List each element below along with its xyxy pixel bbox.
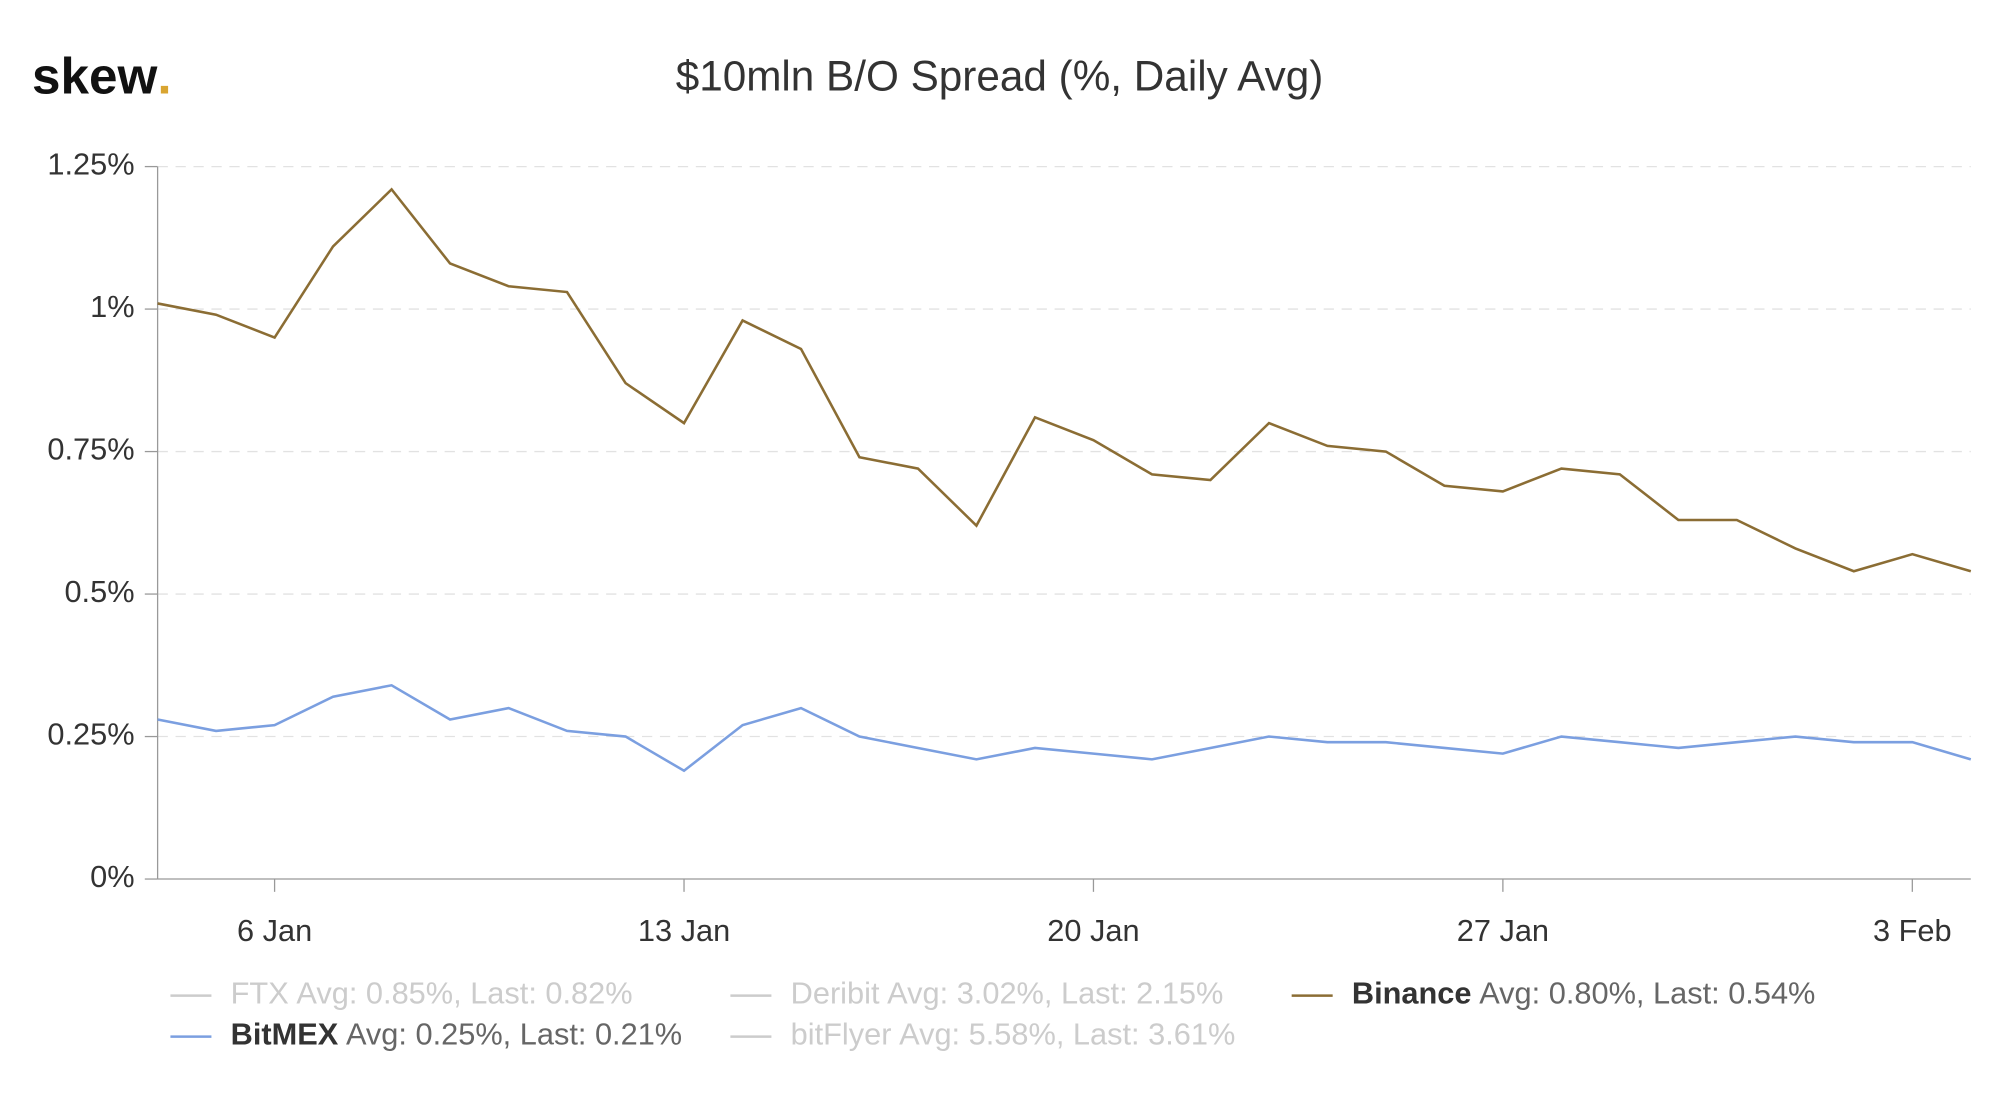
logo: skew. <box>32 47 172 104</box>
legend-summary: Avg: 3.02%, Last: 2.15% <box>887 976 1223 1011</box>
logo-text: skew <box>32 47 158 104</box>
legend-item[interactable]: Binance Avg: 0.80%, Last: 0.54% <box>1352 976 1816 1011</box>
logo-dot: . <box>157 47 171 104</box>
x-tick-label: 20 Jan <box>1047 913 1139 948</box>
legend-item[interactable]: Deribit Avg: 3.02%, Last: 2.15% <box>791 976 1224 1011</box>
legend-summary: Avg: 0.80%, Last: 0.54% <box>1479 976 1815 1011</box>
y-tick-label: 0.25% <box>47 717 134 752</box>
x-tick-label: 3 Feb <box>1873 913 1952 948</box>
legend-name: bitFlyer <box>791 1017 892 1052</box>
legend-name: Binance <box>1352 976 1472 1011</box>
legend-summary: Avg: 5.58%, Last: 3.61% <box>899 1017 1235 1052</box>
legend-item[interactable]: bitFlyer Avg: 5.58%, Last: 3.61% <box>791 1017 1236 1052</box>
y-tick-label: 0% <box>90 859 134 894</box>
y-tick-label: 1.25% <box>47 147 134 182</box>
y-tick-label: 1% <box>90 289 134 324</box>
x-tick-label: 27 Jan <box>1457 913 1549 948</box>
series-line <box>157 683 1972 773</box>
chart-title: $10mln B/O Spread (%, Daily Avg) <box>676 53 1324 100</box>
x-tick-label: 13 Jan <box>638 913 730 948</box>
x-tick-label: 6 Jan <box>237 913 312 948</box>
legend-summary: Avg: 0.25%, Last: 0.21% <box>346 1017 682 1052</box>
y-tick-label: 0.5% <box>64 574 134 609</box>
legend-item[interactable]: BitMEX Avg: 0.25%, Last: 0.21% <box>231 1017 683 1052</box>
legend-name: FTX <box>231 976 289 1011</box>
legend-summary: Avg: 0.85%, Last: 0.82% <box>296 976 632 1011</box>
y-tick-label: 0.75% <box>47 432 134 467</box>
legend-item[interactable]: FTX Avg: 0.85%, Last: 0.82% <box>231 976 633 1011</box>
legend-name: Deribit <box>791 976 880 1011</box>
series-line <box>157 187 1972 573</box>
legend-name: BitMEX <box>231 1017 339 1052</box>
